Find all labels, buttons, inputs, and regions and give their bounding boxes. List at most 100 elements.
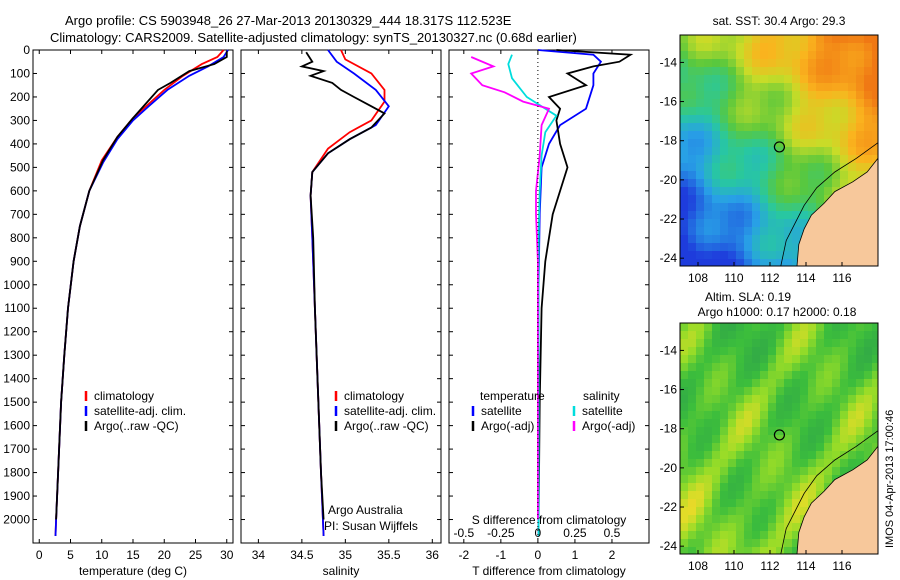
sla_map-cell <box>840 451 848 459</box>
sst_map-cell <box>728 251 736 259</box>
sst_map-isobath <box>780 142 879 267</box>
sst_map-cell <box>728 115 736 123</box>
sst_map-cell <box>720 43 728 51</box>
sla_map-cell <box>752 331 760 339</box>
sst_map-cell <box>800 75 808 83</box>
depth-tick-label: 700 <box>10 207 30 221</box>
sst_map-cell <box>808 83 816 91</box>
sst_map-cell <box>792 195 800 203</box>
sst_map-cell <box>704 107 712 115</box>
sst_map-cell <box>800 171 808 179</box>
sst_map-cell <box>792 179 800 187</box>
sst_map-cell <box>800 163 808 171</box>
sst_map-cell <box>824 131 832 139</box>
sla_map-cell <box>752 411 760 419</box>
sst_map-cell <box>688 43 696 51</box>
sla_map-cell <box>864 379 872 387</box>
sst_map-cell <box>744 163 752 171</box>
sla_map-cell <box>712 403 720 411</box>
sla_map-cell <box>752 323 760 331</box>
sst_map-cell <box>680 227 688 235</box>
sla_map-cell <box>792 411 800 419</box>
sst_map-cell <box>696 59 704 67</box>
sla_map-cell <box>848 411 856 419</box>
sst_map-cell <box>712 51 720 59</box>
sla_map-cell <box>872 403 878 411</box>
sst_map-cell <box>832 107 840 115</box>
sst_map-cell <box>776 235 784 243</box>
sla_map-cell <box>784 467 792 475</box>
sst_map-cell <box>688 67 696 75</box>
sla_map-cell <box>776 339 784 347</box>
sst_map-cell <box>720 163 728 171</box>
sla_map-cell <box>744 539 752 547</box>
sst_map-cell <box>680 43 688 51</box>
sla_map-cell <box>872 411 878 419</box>
sst_map-cell <box>680 251 688 259</box>
sst_map-cell <box>728 99 736 107</box>
sst_map-cell <box>840 155 848 163</box>
sla_map-cell <box>816 483 824 491</box>
sst_map-cell <box>736 163 744 171</box>
sst_map-cell <box>792 163 800 171</box>
depth-tick-label: 2000 <box>3 513 30 527</box>
sst_map-cell <box>784 259 792 266</box>
sst_map-cell <box>752 59 760 67</box>
sla_map-cell <box>824 459 832 467</box>
sla_map-cell <box>696 483 704 491</box>
sst_map-cell <box>792 83 800 91</box>
sla_map-cell <box>720 491 728 499</box>
sst_map-cell <box>816 99 824 107</box>
sst_map-cell <box>704 91 712 99</box>
sla_map-cell <box>800 379 808 387</box>
sst_map-cell <box>744 179 752 187</box>
sst_map-cell <box>768 171 776 179</box>
sla_map-cell <box>832 347 840 355</box>
sla_map-cell <box>752 347 760 355</box>
sst_map-cell <box>776 75 784 83</box>
sst_map-cell <box>728 83 736 91</box>
sla_map-cell <box>848 427 856 435</box>
sla_map-cell <box>744 323 752 331</box>
sla_map-cell <box>776 475 784 483</box>
sla_map-cell <box>832 459 840 467</box>
sst_map-cell <box>688 179 696 187</box>
sla_map-cell <box>688 515 696 523</box>
sla_map-cell <box>800 459 808 467</box>
sla_map-cell <box>768 403 776 411</box>
sla_map-cell <box>704 339 712 347</box>
sla_map-cell <box>736 347 744 355</box>
sla_map-cell <box>792 339 800 347</box>
sst_map-cell <box>688 243 696 251</box>
sst_map-cell <box>736 243 744 251</box>
sst_map-cell <box>680 99 688 107</box>
sst_map-cell <box>840 171 848 179</box>
sst_map-cell <box>776 131 784 139</box>
sst_map-cell <box>824 115 832 123</box>
sst_map-cell <box>848 91 856 99</box>
sla_map-cell <box>768 547 776 554</box>
sla_map-cell <box>864 411 872 419</box>
sst_map-cell <box>720 227 728 235</box>
sla_map-cell <box>824 395 832 403</box>
sst_map-cell <box>696 35 704 43</box>
sla_map-cell <box>736 435 744 443</box>
sst_map-cell <box>704 251 712 259</box>
sst_map-y-tick-label: -18 <box>660 134 678 148</box>
sst_map-cell <box>856 67 864 75</box>
sla_map-cell <box>736 539 744 547</box>
sla_map-cell <box>784 515 792 523</box>
sla_map-cell <box>800 331 808 339</box>
sst_map-cell <box>728 67 736 75</box>
difference-x2-tick-label: 0.25 <box>563 526 587 540</box>
sst_map-cell <box>696 99 704 107</box>
sla_map-cell <box>784 459 792 467</box>
sla_map-cell <box>808 387 816 395</box>
depth-tick-label: 1000 <box>3 278 30 292</box>
sst_map-cell <box>768 91 776 99</box>
sst_map-cell <box>800 203 808 211</box>
sla_map-cell <box>712 467 720 475</box>
sla_map-cell <box>768 379 776 387</box>
difference-legend-right-label: satellite <box>582 404 623 418</box>
sst_map-cell <box>768 35 776 43</box>
